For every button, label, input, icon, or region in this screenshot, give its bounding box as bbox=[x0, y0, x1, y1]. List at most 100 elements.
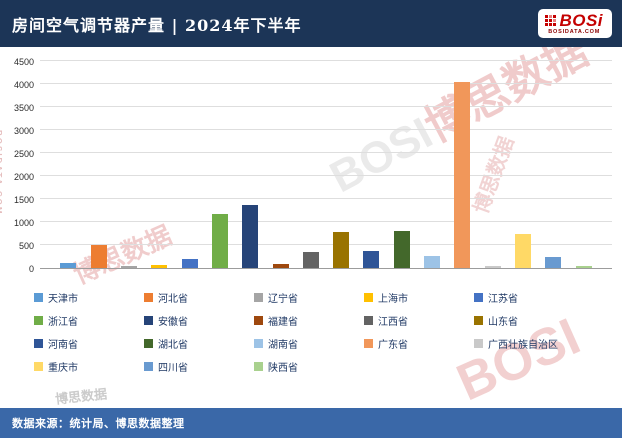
legend-item: 山东省 bbox=[474, 313, 614, 328]
legend: 天津市 河北省 辽宁省 上海市 江苏省浙江省 安徽省 福建省 江西省 山东省河南省 湖北省 湖南省 广… bbox=[34, 290, 614, 374]
y-axis-tick-label: 3500 bbox=[13, 103, 34, 113]
legend-swatch bbox=[144, 293, 153, 302]
legend-item: 河南省 bbox=[34, 336, 144, 351]
legend-swatch bbox=[144, 339, 153, 348]
bar-广东省 bbox=[454, 81, 471, 268]
logo-text: BOSi bbox=[559, 11, 603, 31]
gridline bbox=[40, 83, 612, 84]
legend-item: 安徽省 bbox=[144, 313, 254, 328]
chart-plot-area: 0 500 1000 1500 2000 2500 3000 3500 4000 4500 bbox=[4, 57, 612, 274]
legend-label: 山东省 bbox=[488, 317, 518, 328]
legend-label: 江西省 bbox=[378, 317, 408, 328]
legend-label: 湖北省 bbox=[158, 340, 188, 351]
legend-swatch bbox=[34, 362, 43, 371]
bar-重庆市 bbox=[515, 233, 531, 268]
legend-item: 辽宁省 bbox=[254, 290, 364, 305]
legend-label: 辽宁省 bbox=[268, 294, 298, 305]
legend-swatch bbox=[364, 316, 373, 325]
legend-item: 广东省 bbox=[364, 336, 474, 351]
legend-label: 天津市 bbox=[48, 294, 78, 305]
y-axis: 0 500 1000 1500 2000 2500 3000 3500 4000 4500 bbox=[4, 57, 40, 274]
gridline bbox=[40, 198, 612, 199]
y-axis-tick-label: 2000 bbox=[13, 172, 34, 182]
y-axis-tick-label: 4000 bbox=[13, 80, 34, 90]
logo-subtext: BOSIDATA.COM bbox=[548, 29, 601, 36]
bar-湖南省 bbox=[424, 255, 441, 268]
legend-label: 湖南省 bbox=[268, 340, 298, 351]
legend-item: 河北省 bbox=[144, 290, 254, 305]
y-axis-tick-label: 1500 bbox=[13, 195, 34, 205]
gridline bbox=[40, 129, 612, 130]
y-axis-tick-label: 500 bbox=[18, 241, 34, 251]
bars bbox=[40, 62, 612, 268]
bar-河南省 bbox=[363, 250, 380, 268]
legend-item: 湖南省 bbox=[254, 336, 364, 351]
legend-swatch bbox=[474, 316, 483, 325]
legend-item: 湖北省 bbox=[144, 336, 254, 351]
bar-天津市 bbox=[60, 263, 77, 268]
legend-swatch bbox=[254, 339, 263, 348]
legend-swatch bbox=[254, 316, 263, 325]
legend-swatch bbox=[364, 339, 373, 348]
title-bar: 房间空气调节器产量 | 2024年下半年 BOSi BOSIDATA.COM bbox=[0, 0, 622, 47]
gridline bbox=[40, 106, 612, 107]
legend-item: 广西壮族自治区 bbox=[474, 336, 614, 351]
y-axis-tick-label: 2500 bbox=[13, 149, 34, 159]
bar-辽宁省 bbox=[120, 265, 137, 268]
bar-安徽省 bbox=[242, 204, 259, 268]
legend-swatch bbox=[254, 362, 263, 371]
bosi-logo: BOSi BOSIDATA.COM bbox=[538, 9, 612, 38]
logo-pixels-icon bbox=[545, 15, 557, 27]
data-source-text: 数据来源：统计局、博思数据整理 bbox=[12, 418, 185, 430]
bar-浙江省 bbox=[211, 214, 228, 268]
bar-上海市 bbox=[151, 265, 168, 268]
y-axis-tick-label: 0 bbox=[28, 264, 34, 274]
legend-label: 河南省 bbox=[48, 340, 78, 351]
legend-label: 陕西省 bbox=[268, 363, 298, 374]
legend-item: 重庆市 bbox=[34, 359, 144, 374]
chart-title: 房间空气调节器产量 | 2024年下半年 bbox=[12, 15, 302, 35]
legend-swatch bbox=[474, 293, 483, 302]
watermark-cn-bottomleft: 博思数据 bbox=[54, 386, 108, 407]
bar-广西壮族自治区 bbox=[484, 266, 501, 268]
legend-item: 陕西省 bbox=[254, 359, 364, 374]
legend-label: 安徽省 bbox=[158, 317, 188, 328]
y-axis-tick-label: 1000 bbox=[13, 218, 34, 228]
legend-label: 上海市 bbox=[378, 294, 408, 305]
bar-江苏省 bbox=[181, 258, 198, 268]
legend-item: 上海市 bbox=[364, 290, 474, 305]
legend-label: 四川省 bbox=[158, 363, 188, 374]
gridline bbox=[40, 221, 612, 222]
legend-swatch bbox=[34, 316, 43, 325]
legend-label: 福建省 bbox=[268, 317, 298, 328]
gridline bbox=[40, 152, 612, 153]
legend-item: 福建省 bbox=[254, 313, 364, 328]
gridline bbox=[40, 60, 612, 61]
legend-item: 江苏省 bbox=[474, 290, 614, 305]
gridline bbox=[40, 175, 612, 176]
bar-山东省 bbox=[333, 232, 350, 268]
bar-陕西省 bbox=[575, 266, 592, 268]
legend-swatch bbox=[144, 362, 153, 371]
bar-四川省 bbox=[545, 256, 562, 268]
bar-河北省 bbox=[90, 245, 107, 268]
legend-item: 浙江省 bbox=[34, 313, 144, 328]
legend-swatch bbox=[34, 339, 43, 348]
legend-item: 天津市 bbox=[34, 290, 144, 305]
legend-label: 浙江省 bbox=[48, 317, 78, 328]
legend-label: 河北省 bbox=[158, 294, 188, 305]
legend-label: 重庆市 bbox=[48, 363, 78, 374]
y-axis-tick-label: 3000 bbox=[13, 126, 34, 136]
gridline bbox=[40, 244, 612, 245]
y-axis-tick-label: 4500 bbox=[13, 57, 34, 67]
plot bbox=[40, 60, 612, 269]
bar-江西省 bbox=[302, 251, 319, 268]
legend-swatch bbox=[144, 316, 153, 325]
legend-swatch bbox=[254, 293, 263, 302]
watermark-url-edge: BOSIDATA.COM bbox=[0, 130, 3, 216]
legend-swatch bbox=[364, 293, 373, 302]
legend-label: 广西壮族自治区 bbox=[488, 340, 558, 351]
legend-label: 广东省 bbox=[378, 340, 408, 351]
source-bar: 数据来源：统计局、博思数据整理 bbox=[0, 408, 622, 438]
